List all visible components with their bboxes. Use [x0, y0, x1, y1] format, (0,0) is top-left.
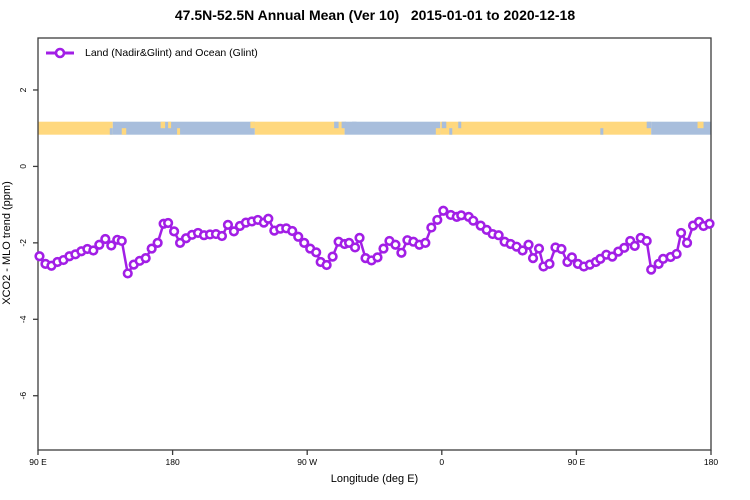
- data-point: [349, 242, 361, 253]
- data-point: [533, 243, 545, 254]
- x-tick-label: 0: [439, 457, 444, 467]
- x-tick-label: 90 W: [297, 457, 317, 467]
- band-segment-ocean: [344, 121, 441, 135]
- legend-series-marker-icon: [46, 47, 74, 59]
- data-point: [321, 259, 332, 271]
- data-point: [116, 235, 127, 247]
- data-point: [544, 258, 555, 269]
- data-point: [619, 242, 630, 253]
- data-point: [675, 227, 687, 239]
- y-tick-label: -6: [18, 392, 28, 400]
- band-speck-land: [697, 121, 704, 129]
- plot-box: [37, 37, 712, 451]
- data-point: [432, 214, 443, 226]
- data-point: [222, 219, 234, 230]
- data-point: [263, 213, 274, 224]
- data-point: [629, 240, 640, 252]
- data-point: [163, 217, 174, 229]
- data-point: [517, 245, 528, 256]
- y-tick-label: 0: [18, 164, 28, 169]
- band-speck-ocean: [600, 128, 604, 135]
- x-tick-label: 180: [166, 457, 180, 467]
- data-point: [646, 264, 657, 275]
- data-point: [311, 247, 322, 258]
- y-tick-label: -2: [18, 239, 28, 247]
- chart-title: 47.5N-52.5N Annual Mean (Ver 10) 2015-01…: [174, 7, 576, 23]
- band-speck-ocean: [449, 128, 453, 135]
- x-tick-label: 180: [704, 457, 718, 467]
- x-tick-label: 90 E: [568, 457, 586, 467]
- data-point: [566, 252, 578, 263]
- band-speck-land: [435, 128, 441, 135]
- data-point: [122, 268, 133, 279]
- band-speck-ocean: [352, 121, 357, 129]
- band-speck-land: [177, 128, 181, 135]
- data-point: [704, 218, 715, 229]
- x-axis-title: Longitude (deg E): [330, 473, 419, 485]
- data-point: [216, 230, 228, 242]
- data-point: [293, 231, 304, 242]
- data-point: [681, 237, 693, 248]
- data-point: [228, 226, 240, 237]
- band-speck-ocean: [341, 121, 347, 129]
- data-point: [607, 251, 618, 262]
- data-point: [372, 252, 383, 263]
- y-tick-label: 2: [18, 87, 28, 92]
- data-point: [396, 247, 407, 258]
- data-point: [438, 205, 449, 216]
- data-point: [140, 253, 151, 264]
- data-point: [390, 239, 401, 250]
- data-point: [378, 243, 389, 254]
- band-speck-land: [250, 121, 255, 129]
- data-point: [34, 251, 45, 262]
- data-point: [671, 248, 682, 260]
- legend-label: Land (Nadir&Glint) and Ocean (Glint): [85, 47, 258, 59]
- band-speck-ocean: [458, 121, 462, 129]
- data-point: [299, 237, 310, 248]
- band-speck-land: [160, 121, 166, 129]
- data-point: [354, 232, 365, 243]
- data-point: [420, 237, 431, 248]
- data-point: [426, 222, 437, 233]
- data-point: [523, 239, 534, 250]
- data-point: [94, 239, 105, 250]
- band-segment-ocean: [651, 121, 711, 135]
- legend: Land (Nadir&Glint) and Ocean (Glint): [45, 46, 258, 60]
- band-speck-ocean: [334, 121, 339, 129]
- band-segment-ocean: [112, 121, 255, 135]
- band-speck-ocean: [109, 128, 113, 135]
- data-point: [556, 243, 567, 255]
- y-tick-label: -4: [18, 315, 28, 323]
- band-speck-ocean: [441, 121, 447, 129]
- band-segment-land: [38, 121, 113, 135]
- band-segment-land: [440, 121, 652, 135]
- data-point: [468, 215, 479, 226]
- band-speck-land: [121, 128, 127, 135]
- data-point: [641, 235, 652, 247]
- band-segment-land: [254, 121, 345, 135]
- x-tick-label: 90 E: [29, 457, 47, 467]
- data-point: [146, 243, 157, 254]
- data-point: [152, 237, 163, 248]
- data-point: [168, 226, 180, 237]
- data-point: [493, 230, 504, 241]
- data-point: [88, 245, 99, 256]
- data-point: [327, 251, 338, 262]
- band-speck-ocean: [646, 121, 652, 129]
- data-point: [100, 233, 111, 245]
- data-point: [287, 225, 298, 237]
- band-speck-land: [168, 121, 172, 129]
- data-point: [106, 240, 117, 251]
- data-point: [527, 253, 539, 264]
